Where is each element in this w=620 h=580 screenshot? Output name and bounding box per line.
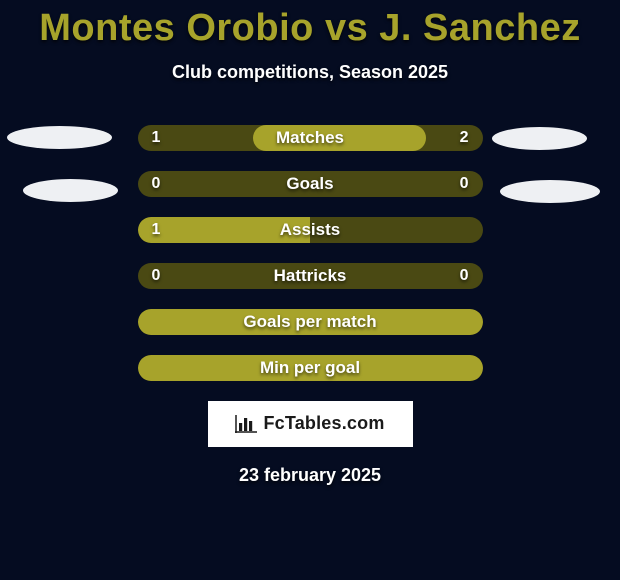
date-stamp: 23 february 2025 <box>0 465 620 486</box>
player2-name: J. Sanchez <box>379 7 580 49</box>
stat-row: Matches12 <box>138 125 483 151</box>
comparison-infographic: Montes Orobio vs J. Sanchez Club competi… <box>0 0 620 580</box>
stat-row: Goals00 <box>138 171 483 197</box>
player1-name: Montes Orobio <box>39 7 314 49</box>
stat-row: Goals per match <box>138 309 483 335</box>
subtitle: Club competitions, Season 2025 <box>0 62 620 83</box>
vs-separator: vs <box>325 7 368 49</box>
stat-row: Min per goal <box>138 355 483 381</box>
page-title: Montes Orobio vs J. Sanchez <box>0 0 620 50</box>
bar-chart-icon <box>235 415 257 433</box>
stat-row: Assists1 <box>138 217 483 243</box>
source-logo-text: FcTables.com <box>263 413 384 434</box>
stat-row: Hattricks00 <box>138 263 483 289</box>
source-logo: FcTables.com <box>208 401 413 447</box>
chart-area: Matches12 Goals00 Assists1 Hattricks00 Goals… <box>0 125 620 381</box>
